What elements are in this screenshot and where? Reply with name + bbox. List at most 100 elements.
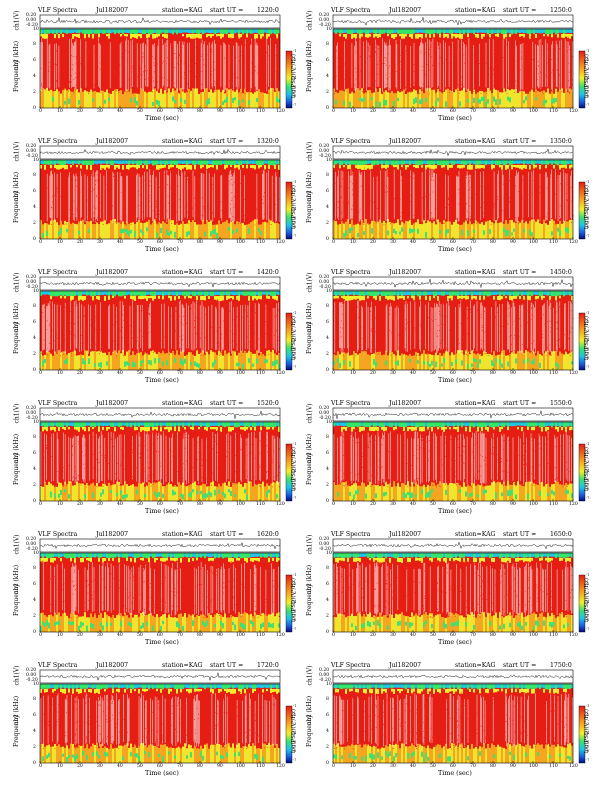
heatmap-high-band-cell <box>54 160 56 166</box>
heatmap-low-green-cell <box>276 494 278 499</box>
heatmap-low-cell <box>359 612 361 632</box>
voltage-tick-label: 0.20 <box>26 275 37 280</box>
heatmap-low-cell <box>108 616 110 632</box>
heatmap-low-cell <box>549 746 551 763</box>
heatmap-upper-cell <box>471 165 473 170</box>
heatmap-low-green-cell <box>409 228 411 234</box>
heatmap-high-band-cell <box>50 422 52 427</box>
heatmap-upper-cell <box>160 689 162 693</box>
heatmap-low-green-cell <box>200 751 202 757</box>
heatmap-upper-cell <box>144 689 146 692</box>
waveform-trace <box>332 674 574 680</box>
heatmap-upper-cell <box>393 689 395 694</box>
heatmap-upper-cell <box>421 689 423 692</box>
heatmap-high-band-cell <box>459 291 461 296</box>
panel-date: Jul182007 <box>96 662 129 669</box>
heatmap-high-band-cell <box>555 553 557 559</box>
heatmap-low-green-cell <box>208 98 210 105</box>
heatmap-low-cell <box>365 92 367 108</box>
heatmap-upper-cell <box>242 427 244 430</box>
heatmap-low-green-cell <box>457 620 459 627</box>
heatmap-upper-cell <box>214 427 216 430</box>
heatmap-white-striations <box>333 431 572 485</box>
heatmap-low-cell <box>403 353 405 370</box>
heatmap-upper-cell <box>513 296 515 299</box>
heatmap-high-band-cell <box>96 553 98 557</box>
heatmap-low-cell <box>363 744 365 763</box>
heatmap-low-green-cell <box>537 752 539 756</box>
heatmap-low-cell <box>164 486 166 501</box>
heatmap-high-band-cell <box>128 291 130 295</box>
heatmap-low-green-cell <box>535 96 537 101</box>
heatmap-low-cell <box>389 350 391 370</box>
heatmap-low-cell <box>361 747 363 763</box>
heatmap-high-band-cell <box>52 29 54 34</box>
heatmap-high-band-cell <box>419 29 421 33</box>
heatmap-high-band-cell <box>66 684 68 689</box>
heatmap-high-band-cell <box>176 291 178 296</box>
heatmap-high-band-cell <box>401 553 403 558</box>
heatmap-high-band-cell <box>505 160 507 165</box>
heatmap-high-band-cell <box>78 291 80 297</box>
heatmap-red-specks <box>40 298 281 357</box>
colorbar-tick-label: -5 <box>586 347 590 352</box>
heatmap-high-band-cell <box>202 160 204 165</box>
heatmap-low-cell <box>132 222 134 239</box>
heatmap-high-band-cell <box>519 291 521 295</box>
heatmap-upper-cell <box>216 427 218 431</box>
heatmap-high-band-cell <box>184 422 186 426</box>
heatmap-upper-cell <box>128 165 130 170</box>
heatmap-low-cell <box>439 481 441 501</box>
heatmap-low-cell <box>206 88 208 108</box>
heatmap-high-band-cell <box>172 29 174 35</box>
heatmap-high-band-cell <box>497 422 499 427</box>
heatmap-high-band-cell <box>427 291 429 295</box>
time-tick-label: 70 <box>470 240 476 245</box>
heatmap-low-green-cell <box>509 622 511 628</box>
heatmap-high-band-cell <box>238 553 240 558</box>
time-tick-label: 0 <box>332 371 335 376</box>
heatmap-low-green-cell <box>451 361 453 367</box>
heatmap-low-cell <box>218 350 220 370</box>
heatmap-high-band-cell <box>96 160 98 165</box>
heatmap-upper-cell <box>152 34 154 39</box>
heatmap-low-green-cell <box>423 622 425 628</box>
heatmap-high-band-cell <box>399 553 401 558</box>
heatmap-upper-cell <box>184 296 186 299</box>
heatmap-high-band-cell <box>140 160 142 166</box>
heatmap-upper-cell <box>393 296 395 301</box>
heatmap-high-band-cell <box>407 553 409 558</box>
heatmap-low-cell <box>230 747 232 763</box>
heatmap-high-band-cell <box>132 160 134 165</box>
heatmap-high-band-cell <box>188 29 190 34</box>
heatmap-low-green-cell <box>42 621 44 625</box>
voltage-tick-label: 0.20 <box>26 668 37 673</box>
heatmap-high-band-cell <box>88 29 90 35</box>
panel-date: Jul182007 <box>96 400 129 407</box>
colorbar-tick-label: -7 <box>293 365 297 370</box>
heatmap-low-green-cell <box>68 621 70 625</box>
heatmap-low-green-cell <box>425 493 427 498</box>
heatmap-high-band-cell <box>453 160 455 165</box>
heatmap-low-green-cell <box>479 99 481 104</box>
channel-axis-label: ch1 <box>306 582 314 595</box>
heatmap-upper-cell <box>433 34 435 38</box>
heatmap-low-cell <box>76 614 78 632</box>
frequency-tick-label: 8 <box>33 435 36 441</box>
time-tick-label: 30 <box>97 502 103 507</box>
heatmap-low-green-cell <box>471 363 473 368</box>
heatmap-low-cell <box>343 614 345 632</box>
heatmap-upper-cell <box>407 165 409 168</box>
heatmap-low-cell <box>246 746 248 763</box>
heatmap-high-band-cell <box>339 553 341 558</box>
heatmap-upper-cell <box>495 34 497 37</box>
heatmap-low-cell <box>383 220 385 239</box>
heatmap-low-green-cell <box>84 360 86 365</box>
heatmap-upper-cell <box>200 296 202 301</box>
heatmap-upper-cell <box>511 689 513 693</box>
heatmap-high-band-cell <box>174 291 176 296</box>
heatmap-upper-cell <box>437 427 439 430</box>
heatmap-upper-cell <box>60 689 62 693</box>
heatmap-high-band-cell <box>417 553 419 558</box>
heatmap-low-cell <box>230 88 232 108</box>
